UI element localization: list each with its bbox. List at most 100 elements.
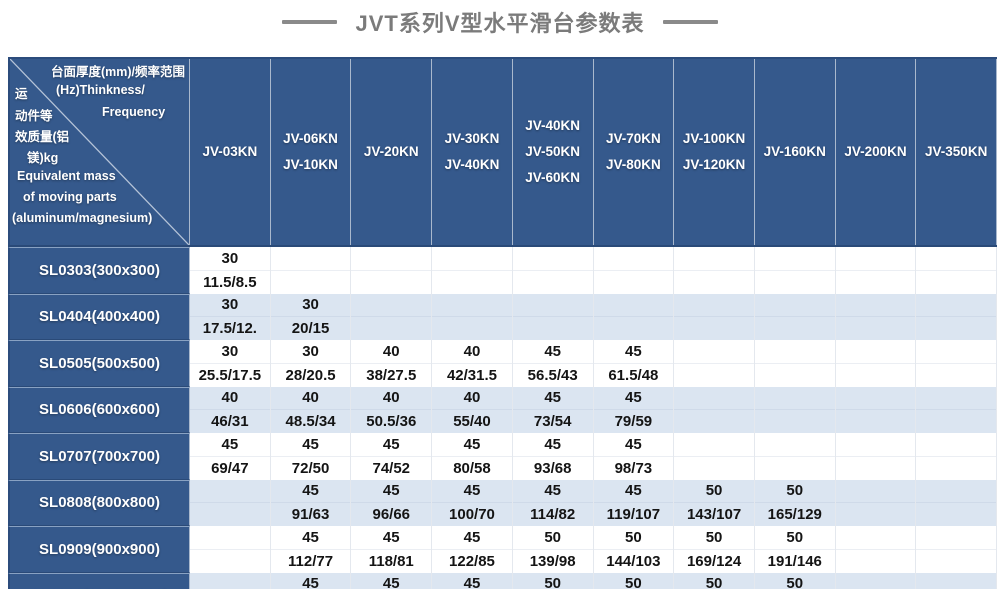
data-cell	[754, 293, 836, 340]
cell-mass-value	[513, 271, 593, 294]
cell-mass-value: 122/85	[449, 552, 495, 570]
data-cell	[835, 526, 917, 573]
data-cell: 45 74/52	[351, 433, 433, 480]
column-header-line: JV-03KN	[202, 144, 258, 159]
cell-thickness-value	[916, 526, 997, 550]
cell-mass-value	[836, 503, 916, 526]
data-cell	[835, 433, 917, 480]
data-cell	[593, 293, 675, 340]
column-header: JV-06KN JV-10KN	[271, 59, 352, 245]
cell-thickness-value: 45	[270, 480, 351, 504]
cell-mass-value: 56.5/43	[527, 366, 578, 384]
row-label: SL0707(700x700)	[8, 433, 190, 480]
row-label: SL0303(300x300)	[8, 247, 190, 294]
data-cell: 30 25.5/17.5	[190, 340, 271, 387]
data-cell	[593, 247, 675, 294]
cell-mass-value	[836, 410, 916, 433]
cell-mass-value: 112/77	[288, 552, 334, 570]
data-cell	[270, 247, 352, 294]
data-cell: 40 48.5/34	[270, 386, 352, 433]
data-cell	[916, 247, 998, 294]
cell-thickness-value	[190, 573, 270, 589]
cell-mass-value	[190, 503, 270, 526]
cell-thickness-value	[916, 340, 997, 364]
cell-thickness-value: 45	[432, 526, 512, 550]
cell-thickness-value	[593, 247, 674, 271]
cell-thickness-value: 50	[594, 573, 674, 589]
corner-label-mass-cjk-3: 效质量(铝	[15, 130, 70, 144]
cell-thickness-value: 45	[271, 573, 351, 589]
parameter-table: 台面厚度(mm)/频率范围 运 (Hz)Thinkness/ 动件等 Frequ…	[8, 57, 998, 589]
row-label: SL0505(500x500)	[8, 340, 190, 387]
data-cell: 40 50.5/36	[351, 386, 433, 433]
cell-mass-value: 119/107	[606, 506, 661, 524]
cell-thickness-value: 45	[432, 433, 512, 457]
cell-mass-value: 61.5/48	[608, 366, 659, 384]
cell-mass-value: 73/54	[533, 413, 572, 431]
cell-thickness-value	[916, 247, 997, 271]
cell-thickness-value	[512, 294, 593, 318]
data-cell: 30 11.5/8.5	[190, 247, 271, 294]
corner-header-cell: 台面厚度(mm)/频率范围 运 (Hz)Thinkness/ 动件等 Frequ…	[8, 59, 190, 245]
table-row: SL0505(500x500) 30 25.5/17.5 30 28/20.5 40 38/…	[8, 340, 998, 387]
corner-label-thickness-en-1: (Hz)Thinkness/	[56, 83, 145, 97]
cell-thickness-value: 45	[432, 573, 512, 589]
cell-thickness-value: 45	[593, 340, 674, 364]
row-label: SL0404(400x400)	[8, 293, 190, 340]
cell-mass-value	[755, 271, 835, 294]
cell-thickness-value: 40	[432, 387, 512, 411]
data-cell	[916, 293, 998, 340]
cell-thickness-value	[512, 247, 593, 271]
cell-mass-value	[674, 317, 754, 340]
cell-thickness-value: 45	[512, 340, 593, 364]
cell-thickness-value: 45	[270, 526, 351, 550]
data-cell	[754, 340, 836, 387]
cell-mass-value: 165/129	[767, 506, 822, 524]
cell-mass-value: 72/50	[291, 459, 330, 477]
data-cell: 45	[351, 572, 433, 589]
cell-thickness-value	[674, 433, 754, 457]
data-cell	[674, 433, 755, 480]
cell-thickness-value	[432, 294, 512, 318]
cell-mass-value: 28/20.5	[285, 366, 336, 384]
cell-thickness-value: 45	[190, 433, 270, 457]
corner-label-thickness-frequency: 台面厚度(mm)/频率范围	[50, 65, 185, 79]
cell-mass-value	[836, 364, 916, 387]
cell-mass-value: 50.5/36	[366, 413, 417, 431]
cell-thickness-value: 45	[593, 433, 674, 457]
data-cell: 50 144/103	[593, 526, 675, 573]
corner-label-mass-cjk-1: 运	[15, 87, 28, 101]
data-cell	[674, 340, 755, 387]
cell-mass-value	[432, 271, 512, 294]
data-cell: 45 122/85	[432, 526, 513, 573]
data-cell	[916, 526, 998, 573]
cell-thickness-value: 40	[351, 387, 432, 411]
cell-thickness-value	[190, 526, 270, 550]
cell-mass-value: 91/63	[291, 506, 330, 524]
cell-mass-value: 169/124	[686, 552, 742, 570]
column-header-line: JV-30KN	[444, 131, 500, 146]
cell-mass-value: 25.5/17.5	[198, 366, 262, 384]
data-cell: 45 118/81	[351, 526, 433, 573]
title-dash-left-icon	[282, 20, 338, 24]
data-cell	[351, 247, 433, 294]
cell-thickness-value	[270, 247, 351, 271]
data-cell	[754, 433, 836, 480]
cell-mass-value	[674, 364, 754, 387]
data-cell: 50 169/124	[674, 526, 755, 573]
cell-mass-value	[916, 503, 996, 526]
cell-thickness-value	[754, 294, 835, 318]
data-cell: 45 79/59	[593, 386, 675, 433]
page-title: JVT系列V型水平滑台参数表	[355, 11, 645, 36]
cell-thickness-value: 45	[351, 526, 432, 550]
data-cell: 40 42/31.5	[432, 340, 513, 387]
cell-mass-value: 80/58	[453, 459, 491, 477]
cell-mass-value: 144/103	[606, 552, 661, 570]
cell-thickness-value: 50	[674, 573, 754, 589]
cell-mass-value: 96/66	[372, 506, 411, 524]
column-header-line: JV-20KN	[363, 144, 419, 159]
cell-mass-value	[916, 410, 996, 433]
data-cell	[835, 572, 917, 589]
data-cell: 30 17.5/12.	[190, 293, 271, 340]
cell-mass-value	[836, 457, 916, 480]
